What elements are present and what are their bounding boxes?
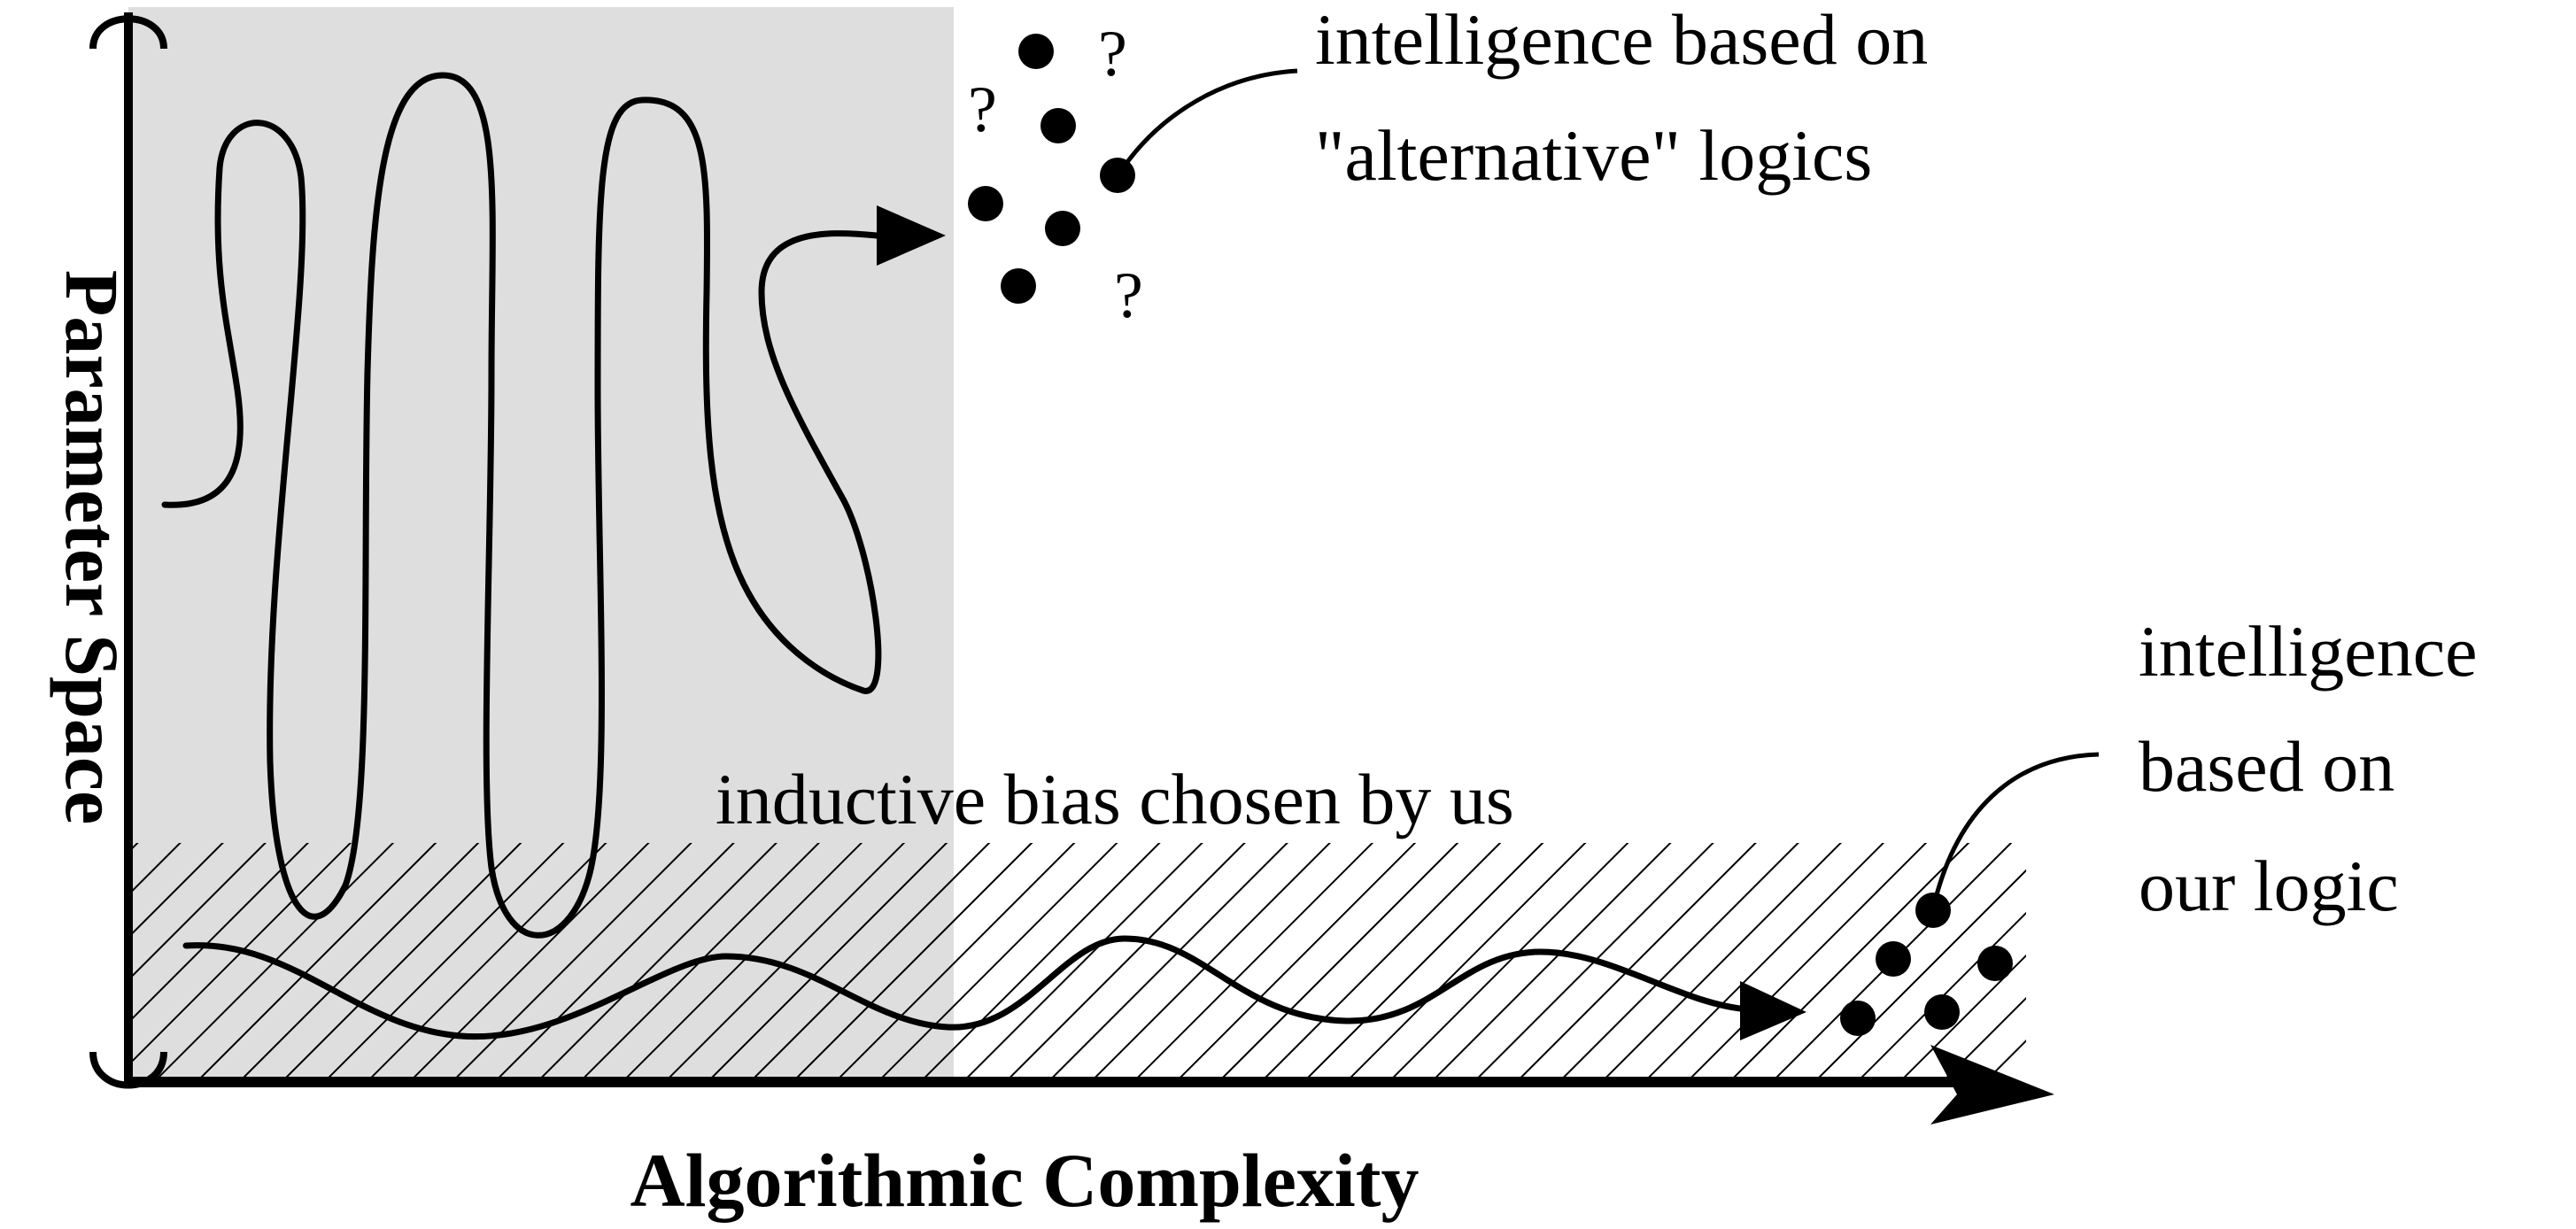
inductive-bias-arrowhead: [1740, 981, 1806, 1040]
our-logic-annotation-line1: intelligence: [2139, 611, 2478, 692]
alt-dot: [968, 186, 1003, 221]
question-mark: ?: [968, 73, 997, 146]
exploration-curve: [161, 72, 882, 939]
alt-dot: [1018, 34, 1054, 69]
our-dot: [1977, 946, 2013, 981]
alternative-annotation-line1: intelligence based on: [1315, 0, 1928, 80]
x-axis-title: Algorithmic Complexity: [630, 1138, 1420, 1223]
our-dot: [1876, 941, 1911, 977]
alt-dot: [1040, 108, 1076, 143]
our-dot: [1915, 893, 1951, 928]
alt-dot: [1001, 268, 1036, 304]
hatched-region: [128, 843, 2026, 1082]
our-logic-annotation-line2: based on: [2139, 726, 2394, 807]
our-dot: [1924, 994, 1960, 1030]
x-axis-arrowhead: [1930, 1045, 2054, 1125]
alt-dot: [1100, 158, 1135, 193]
question-mark: ?: [1114, 259, 1143, 332]
our-logic-annotation-line3: our logic: [2139, 846, 2399, 926]
y-axis-top-cap: [89, 15, 167, 50]
exploration-arrowhead: [877, 205, 946, 266]
y-axis-bottom-cap: [89, 1051, 167, 1089]
inductive-bias-label: inductive bias chosen by us: [716, 759, 1514, 839]
our-logic-dots: [1840, 893, 2013, 1036]
question-mark: ?: [1098, 18, 1127, 90]
y-axis-title: Parameter Space: [50, 270, 135, 824]
alternative-annotation-line2: "alternative" logics: [1315, 115, 1872, 196]
inductive-bias-curve: [182, 935, 1752, 1040]
alternative-leader-line: [1120, 68, 1298, 170]
our-dot: [1840, 1001, 1876, 1036]
our-logic-leader-line: [1932, 752, 2100, 902]
alt-dot: [1045, 211, 1080, 246]
